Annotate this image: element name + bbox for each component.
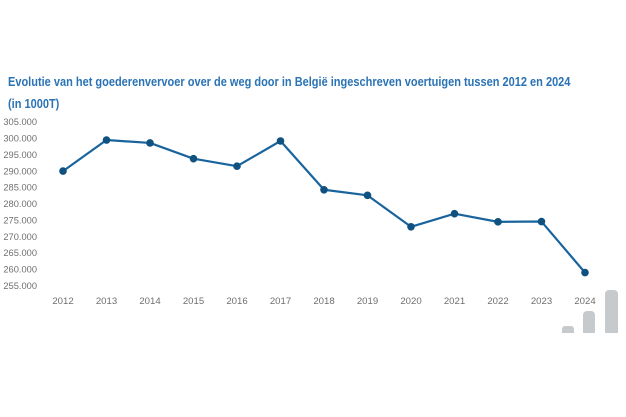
- y-tick-label: 295.000: [3, 150, 37, 160]
- y-tick-label: 255.000: [3, 281, 37, 291]
- x-tick-label: 2014: [139, 296, 161, 307]
- y-tick-label: 290.000: [3, 166, 37, 176]
- y-tick-label: 305.000: [3, 117, 37, 127]
- x-tick-label: 2013: [96, 296, 117, 307]
- x-tick-label: 2012: [52, 296, 73, 307]
- data-point: [233, 162, 241, 170]
- bar-chart-logo-icon: [562, 290, 618, 333]
- data-point: [581, 268, 589, 277]
- y-tick-label: 275.000: [3, 215, 37, 225]
- x-tick-label: 2024: [574, 296, 596, 307]
- y-tick-label: 270.000: [3, 232, 37, 242]
- data-point: [59, 167, 67, 175]
- x-tick-label: 2017: [270, 296, 291, 307]
- x-tick-label: 2023: [531, 296, 552, 307]
- data-point: [407, 222, 415, 231]
- x-tick-label: 2021: [444, 296, 465, 307]
- y-tick-label: 265.000: [3, 248, 37, 258]
- series-line: [61, 138, 587, 274]
- x-tick-label: 2020: [400, 296, 421, 307]
- data-point: [363, 191, 372, 200]
- data-point: [189, 154, 198, 163]
- data-point: [450, 209, 459, 218]
- x-tick-label: 2018: [313, 296, 334, 307]
- data-point: [494, 218, 502, 226]
- x-tick-label: 2022: [487, 296, 508, 307]
- data-point: [276, 137, 285, 145]
- x-tick-label: 2015: [183, 296, 204, 307]
- chart-title: Evolutie van het goederenvervoer over de…: [8, 75, 571, 89]
- y-tick-label: 300.000: [3, 134, 37, 144]
- y-tick-label: 285.000: [3, 183, 37, 193]
- x-tick-label: 2016: [226, 296, 247, 307]
- data-point: [146, 139, 154, 147]
- x-tick-label: 2019: [357, 296, 378, 307]
- data-point: [102, 136, 111, 144]
- chart-subtitle: (in 1000T): [8, 97, 60, 111]
- data-point: [320, 185, 328, 194]
- data-point: [537, 217, 546, 226]
- y-tick-label: 280.000: [3, 199, 37, 209]
- y-tick-label: 260.000: [3, 265, 37, 275]
- chart-header: Evolutie van het goederenvervoer over de…: [8, 71, 624, 115]
